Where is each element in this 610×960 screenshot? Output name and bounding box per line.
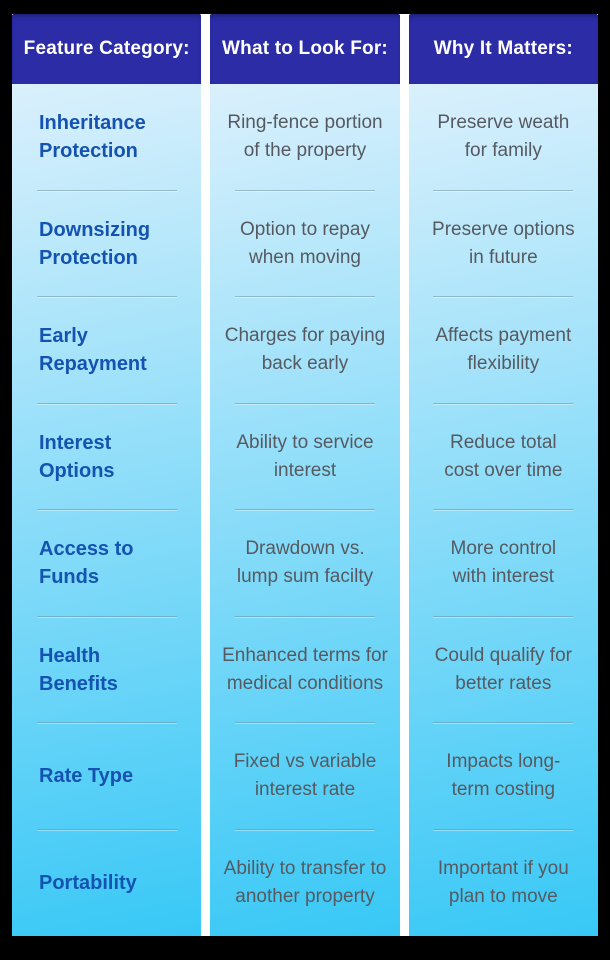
why-matters-cell: Preserve weath for family xyxy=(409,84,598,191)
look-for-text: Ability to transfer to another property xyxy=(223,857,387,907)
category-cell: Portability xyxy=(12,830,201,937)
category-label: Downsizing Protection xyxy=(39,218,151,269)
why-matters-cell: Important if you plan to move xyxy=(409,830,598,937)
look-for-text: Option to repay when moving xyxy=(240,218,370,268)
look-for-cell: Ability to service interest xyxy=(210,404,399,510)
why-matters-cell: Preserve options in future xyxy=(409,191,598,297)
row-divider xyxy=(234,722,375,723)
header-feature-category-label: Feature Category: xyxy=(23,38,190,59)
why-matters-text: More control with interest xyxy=(450,538,557,588)
row-divider xyxy=(36,296,177,297)
category-label: Interest Options xyxy=(39,431,115,482)
category-label: Access to Funds xyxy=(39,538,134,589)
look-for-cell: Charges for paying back early xyxy=(210,297,399,404)
row-divider xyxy=(36,509,177,510)
category-label: Early Repayment xyxy=(39,325,147,376)
category-cell: Health Benefits xyxy=(12,617,201,723)
row-divider xyxy=(36,828,177,830)
look-for-cell: Ability to transfer to another property xyxy=(210,830,399,937)
look-for-cell: Option to repay when moving xyxy=(210,191,399,297)
row-divider xyxy=(234,296,375,297)
column-why-it-matters-body: Preserve weath for family Preserve optio… xyxy=(408,84,598,937)
look-for-cell: Ring-fence portion of the property xyxy=(210,84,399,191)
row-divider xyxy=(433,509,574,510)
column-why-it-matters: Why It Matters: Preserve weath for famil… xyxy=(408,14,598,937)
comparison-table: Feature Category: Inheritance Protection… xyxy=(12,14,598,936)
look-for-text: Ring-fence portion of the property xyxy=(227,112,383,162)
why-matters-cell: Reduce total cost over time xyxy=(409,404,598,510)
header-feature-category: Feature Category: xyxy=(12,14,202,84)
look-for-cell: Fixed vs variable interest rate xyxy=(210,723,399,830)
why-matters-text: Impacts long- term costing xyxy=(446,751,561,801)
row-divider xyxy=(433,296,574,297)
row-divider xyxy=(433,722,574,723)
category-cell: Interest Options xyxy=(12,404,201,510)
row-divider xyxy=(36,615,177,617)
row-divider xyxy=(433,615,574,617)
look-for-cell: Enhanced terms for medical conditions xyxy=(210,617,399,723)
header-what-to-look-for: What to Look For: xyxy=(210,14,400,84)
header-why-it-matters-label: Why It Matters: xyxy=(433,38,573,59)
row-divider xyxy=(433,828,574,830)
category-cell: Early Repayment xyxy=(12,297,201,404)
row-divider xyxy=(36,189,177,191)
look-for-cell: Drawdown vs. lump sum facilty xyxy=(210,510,399,617)
why-matters-text: Preserve weath for family xyxy=(437,112,570,162)
category-label: Health Benefits xyxy=(39,644,118,695)
why-matters-text: Affects payment flexibility xyxy=(435,325,572,375)
row-divider xyxy=(234,402,375,404)
category-label: Portability xyxy=(39,871,137,894)
category-cell: Downsizing Protection xyxy=(12,191,201,297)
row-divider xyxy=(36,722,177,723)
row-divider xyxy=(234,828,375,830)
look-for-text: Enhanced terms for medical conditions xyxy=(222,644,388,694)
why-matters-text: Preserve options in future xyxy=(432,218,575,268)
look-for-text: Charges for paying back early xyxy=(224,325,386,375)
column-what-to-look-for-body: Ring-fence portion of the property Optio… xyxy=(210,84,400,937)
row-divider xyxy=(433,402,574,404)
column-what-to-look-for: What to Look For: Ring-fence portion of … xyxy=(210,14,400,937)
why-matters-text: Important if you plan to move xyxy=(437,857,569,907)
category-cell: Access to Funds xyxy=(12,510,201,617)
why-matters-text: Reduce total cost over time xyxy=(444,431,563,481)
category-label: Rate Type xyxy=(39,765,134,788)
why-matters-text: Could qualify for better rates xyxy=(434,644,572,694)
category-cell: Inheritance Protection xyxy=(12,84,201,191)
column-feature-category: Feature Category: Inheritance Protection… xyxy=(12,14,202,937)
column-feature-category-body: Inheritance Protection Downsizing Protec… xyxy=(12,84,202,937)
row-divider xyxy=(234,615,375,617)
why-matters-cell: Affects payment flexibility xyxy=(409,297,598,404)
look-for-text: Fixed vs variable interest rate xyxy=(233,751,377,801)
row-divider xyxy=(234,189,375,191)
category-cell: Rate Type xyxy=(12,723,201,830)
row-divider xyxy=(36,402,177,404)
look-for-text: Ability to service interest xyxy=(236,431,374,481)
row-divider xyxy=(433,189,574,191)
row-divider xyxy=(234,509,375,510)
category-label: Inheritance Protection xyxy=(39,112,146,163)
header-what-to-look-for-label: What to Look For: xyxy=(222,38,388,59)
why-matters-cell: Impacts long- term costing xyxy=(409,723,598,830)
header-why-it-matters: Why It Matters: xyxy=(408,14,598,84)
look-for-text: Drawdown vs. lump sum facilty xyxy=(236,538,374,588)
why-matters-cell: Could qualify for better rates xyxy=(409,617,598,723)
why-matters-cell: More control with interest xyxy=(409,510,598,617)
